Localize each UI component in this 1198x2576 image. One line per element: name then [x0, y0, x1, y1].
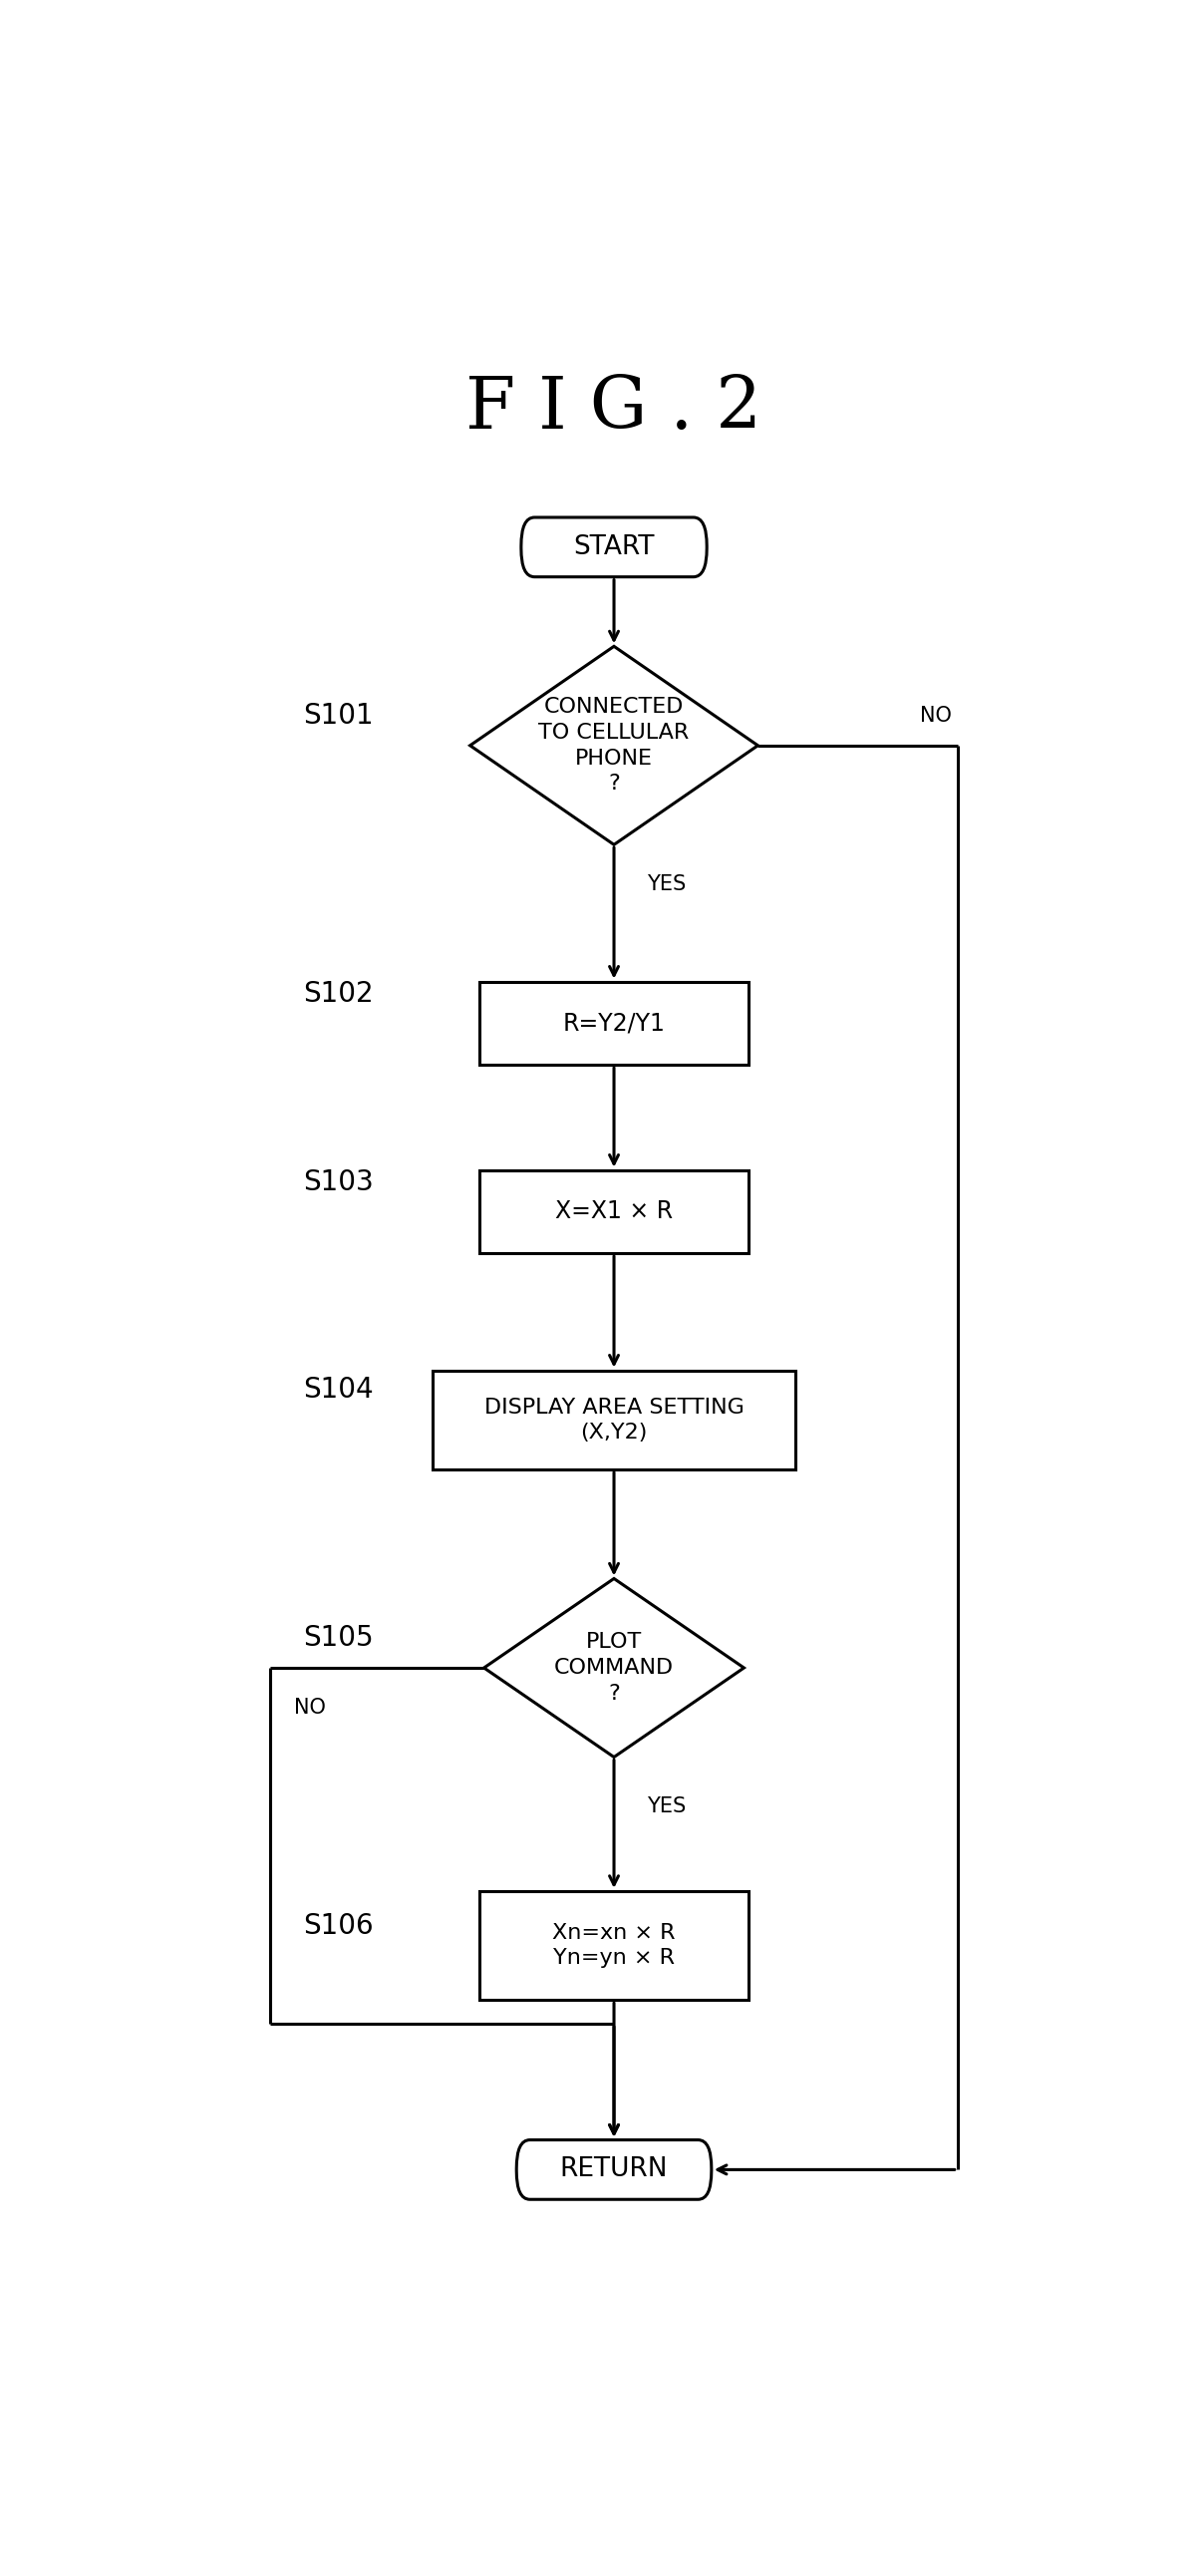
Bar	[479, 1170, 749, 1255]
Text: NO: NO	[920, 706, 952, 726]
Bar	[432, 1370, 795, 1468]
Text: YES: YES	[647, 1795, 685, 1816]
Bar	[479, 1891, 749, 1999]
FancyBboxPatch shape	[516, 2141, 712, 2200]
Text: S106: S106	[303, 1911, 374, 1940]
Text: F I G . 2: F I G . 2	[466, 374, 762, 443]
Bar	[479, 981, 749, 1064]
Text: Xn=xn × R
Yn=yn × R: Xn=xn × R Yn=yn × R	[552, 1922, 676, 1968]
Text: NO: NO	[294, 1698, 326, 1718]
Text: RETURN: RETURN	[559, 2156, 668, 2182]
Text: DISPLAY AREA SETTING
(X,Y2): DISPLAY AREA SETTING (X,Y2)	[484, 1396, 744, 1443]
Text: CONNECTED
TO CELLULAR
PHONE
?: CONNECTED TO CELLULAR PHONE ?	[539, 698, 689, 793]
Text: S105: S105	[303, 1623, 374, 1651]
Polygon shape	[470, 647, 758, 845]
Text: S103: S103	[303, 1167, 374, 1195]
Text: R=Y2/Y1: R=Y2/Y1	[563, 1012, 665, 1036]
FancyBboxPatch shape	[521, 518, 707, 577]
Text: S104: S104	[303, 1376, 374, 1404]
Text: START: START	[574, 533, 654, 559]
Polygon shape	[484, 1579, 744, 1757]
Text: S101: S101	[303, 701, 374, 729]
Text: YES: YES	[647, 873, 685, 894]
Text: S102: S102	[303, 979, 374, 1007]
Text: X=X1 × R: X=X1 × R	[555, 1200, 673, 1224]
Text: PLOT
COMMAND
?: PLOT COMMAND ?	[555, 1633, 673, 1703]
